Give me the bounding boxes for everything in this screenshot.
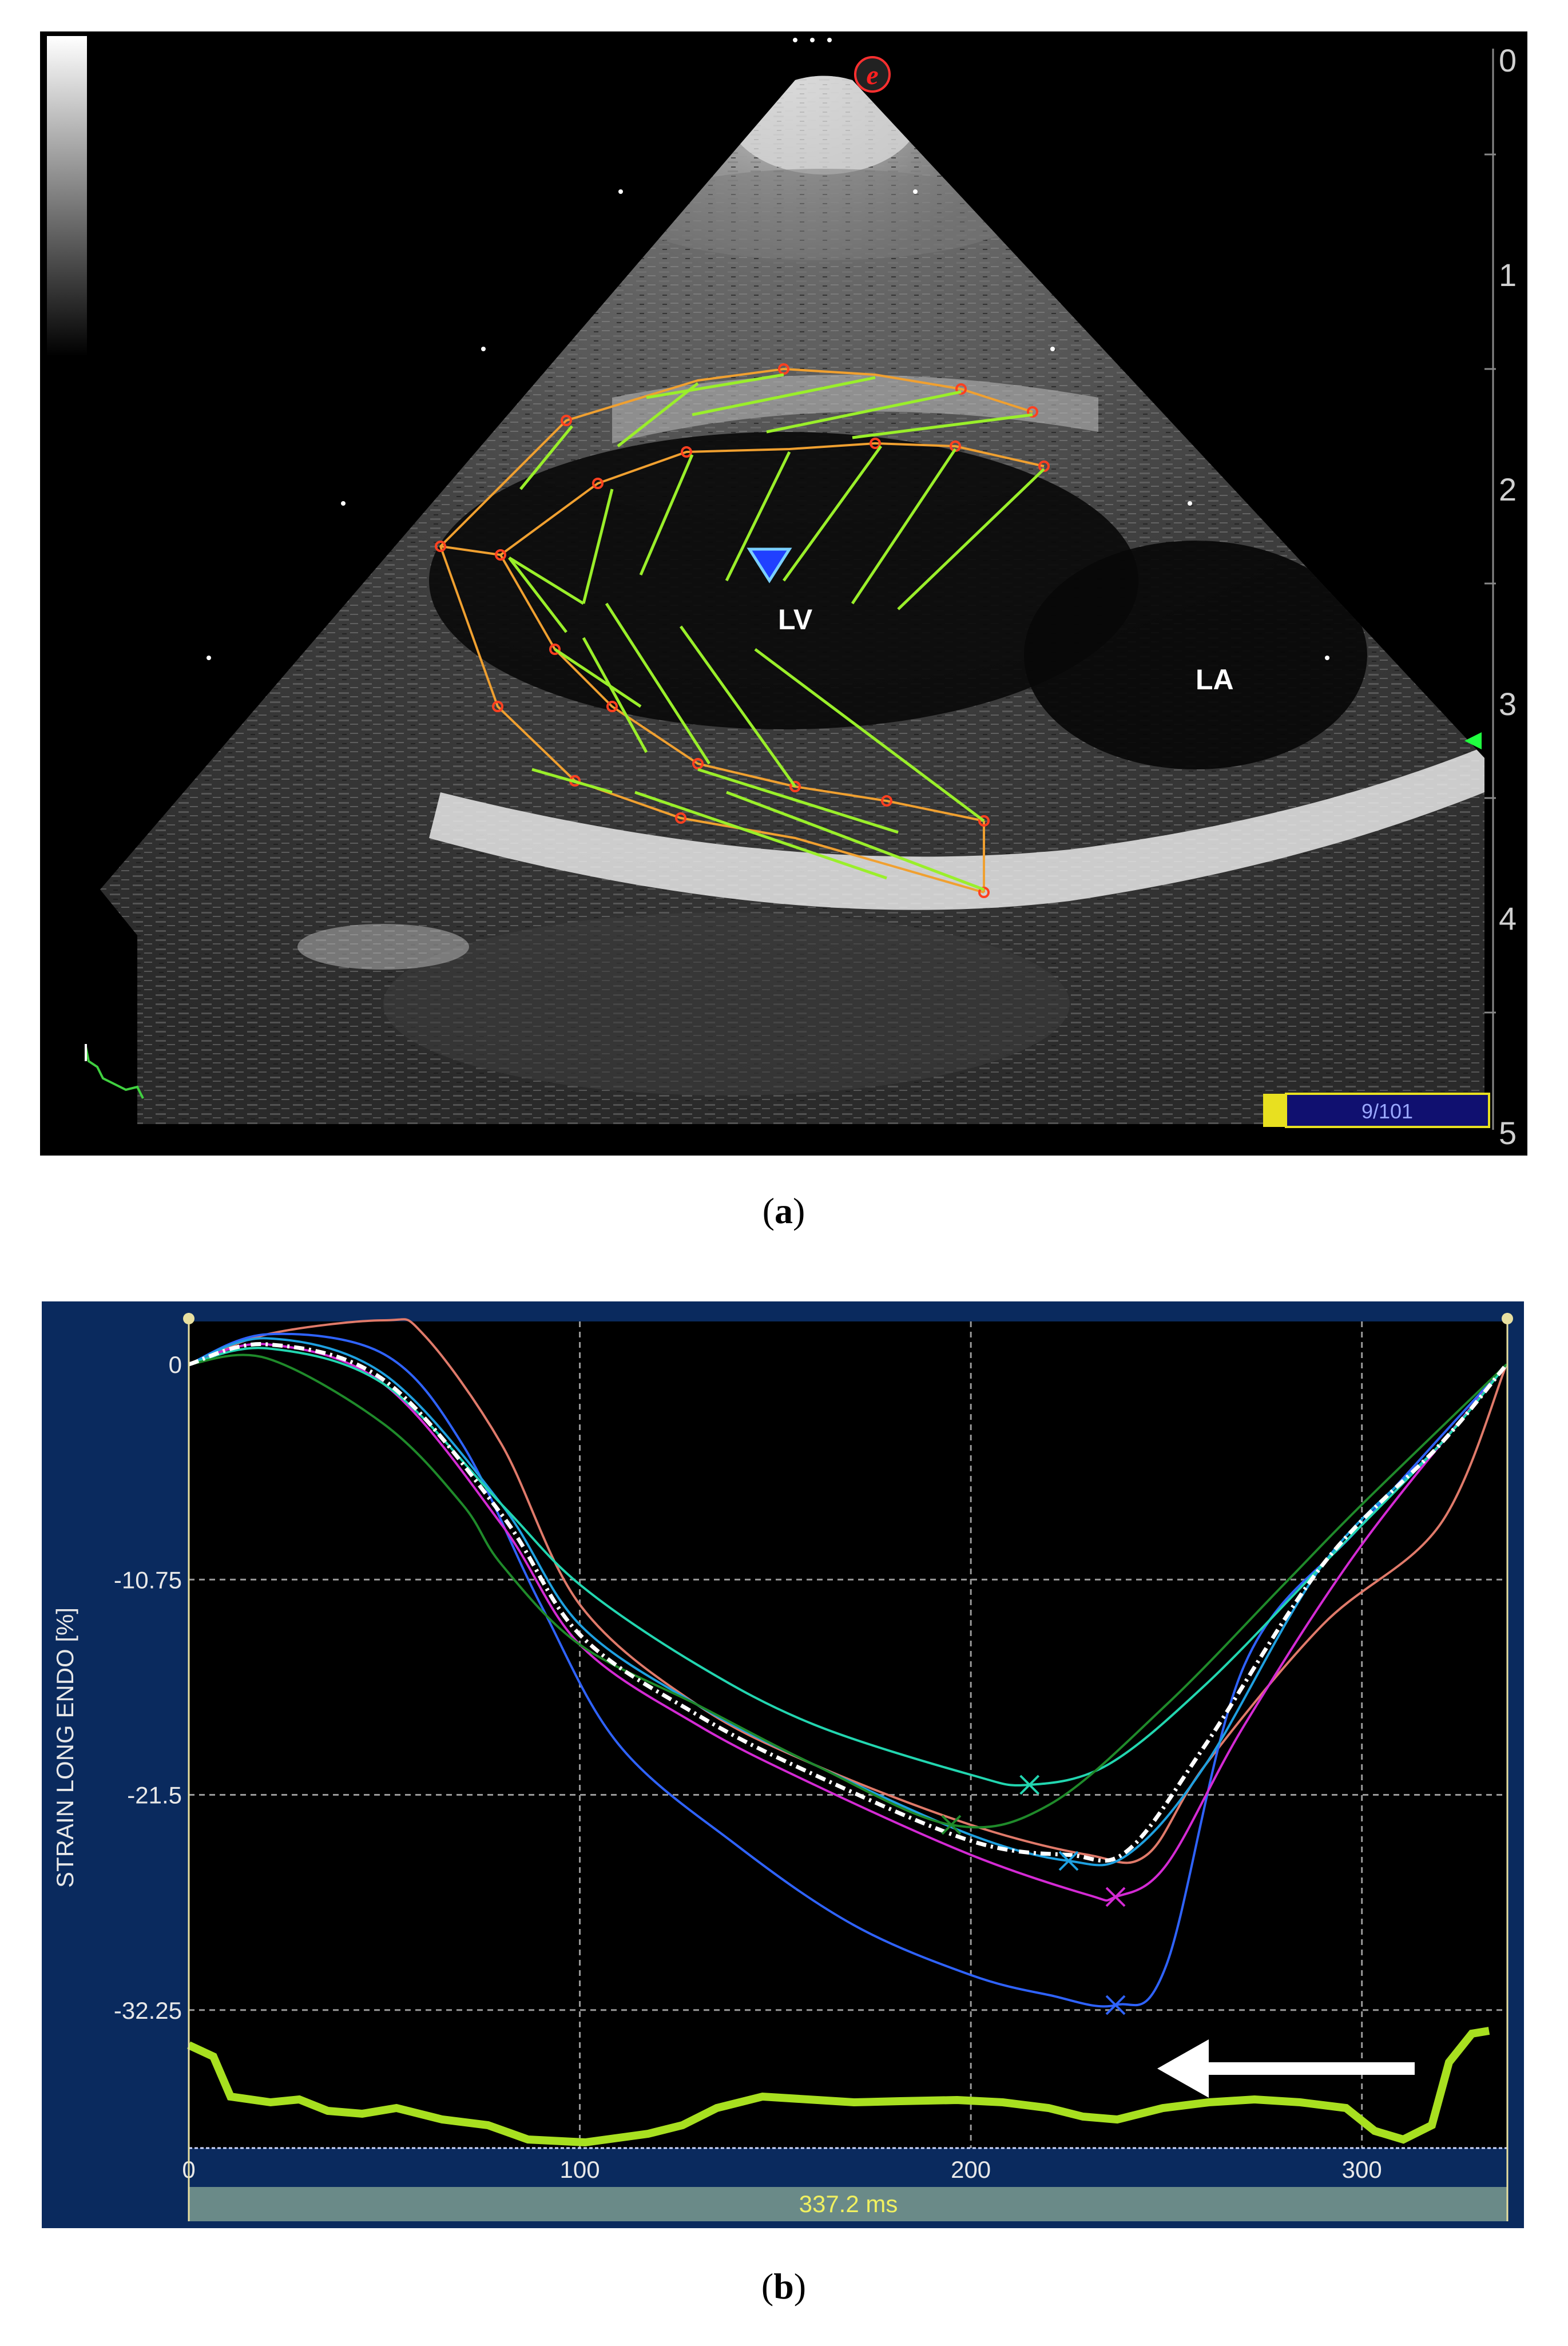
y-tick-label: -21.5 xyxy=(127,1782,182,1809)
depth-label-3: 3 xyxy=(1499,686,1517,722)
echo-svg: e 0 1 2 3 4 5 xyxy=(47,36,1517,1151)
tracking-points xyxy=(435,363,1050,898)
duration-bar xyxy=(189,2187,1507,2221)
strain-chart-panel: 0-10.75-21.5-32.250100200300 STRAIN LONG… xyxy=(42,1301,1524,2228)
duration-label: 337.2 ms xyxy=(799,2190,898,2217)
strain-curve-5 xyxy=(188,1353,1508,1829)
focus-marker-icon xyxy=(1464,732,1482,749)
vendor-badge: e xyxy=(866,60,878,90)
sector-depth-dots xyxy=(207,38,1329,660)
caption-b: (b) xyxy=(761,2266,807,2307)
strain-curve-6 xyxy=(188,1342,1509,1863)
caption-a: (a) xyxy=(762,1190,805,1231)
arrow-annotation xyxy=(1157,2039,1415,2098)
peak-marker-3 xyxy=(1058,1851,1079,1871)
frame-counter-box[interactable] xyxy=(1285,1093,1490,1128)
x-tick-label: 300 xyxy=(1342,2156,1382,2183)
ecg-mini-trace xyxy=(85,1046,144,1099)
y-tick-label: -10.75 xyxy=(114,1566,182,1593)
vendor-badge-circle xyxy=(854,56,891,93)
lv-marker-icon xyxy=(747,547,792,583)
depth-label-4: 4 xyxy=(1499,900,1517,936)
depth-label-5: 5 xyxy=(1499,1115,1517,1151)
depth-label-1: 1 xyxy=(1499,257,1517,293)
lv-label: LV xyxy=(778,604,813,636)
strain-chart-svg: 0-10.75-21.5-32.250100200300 STRAIN LONG… xyxy=(51,1313,1513,2221)
strain-curve-2 xyxy=(188,1343,1508,1902)
y-axis-label: STRAIN LONG ENDO [%] xyxy=(51,1607,78,1888)
frame-counter: 9/101 xyxy=(1361,1099,1413,1123)
echo-image-panel: e 0 1 2 3 4 5 xyxy=(40,31,1527,1156)
strain-curve-1 xyxy=(188,1332,1508,2008)
tissue-texture xyxy=(100,76,1484,1124)
depth-label-0: 0 xyxy=(1499,42,1517,78)
peak-marker-4 xyxy=(1019,1775,1040,1795)
peak-marker-5 xyxy=(941,1815,962,1835)
y-tick-label: -32.25 xyxy=(114,1997,182,2024)
plot-area xyxy=(189,1321,1507,2148)
x-tick-label: 200 xyxy=(951,2156,991,2183)
x-tick-label: 100 xyxy=(560,2156,600,2183)
peak-marker-1 xyxy=(1105,1995,1126,2015)
ecg-trace xyxy=(187,2027,1490,2147)
y-tick-label: 0 xyxy=(169,1351,182,1378)
frame-slider-handle[interactable] xyxy=(1263,1094,1286,1127)
start-cursor-handle[interactable] xyxy=(183,1313,194,1324)
displacement-vectors xyxy=(508,373,1045,891)
end-cursor-handle[interactable] xyxy=(1502,1313,1513,1324)
la-label: LA xyxy=(1196,664,1234,696)
peak-marker-2 xyxy=(1105,1887,1126,1907)
grayscale-bar xyxy=(47,36,87,356)
depth-label-2: 2 xyxy=(1499,471,1517,507)
depth-scale: 0 1 2 3 4 5 xyxy=(1484,42,1517,1151)
